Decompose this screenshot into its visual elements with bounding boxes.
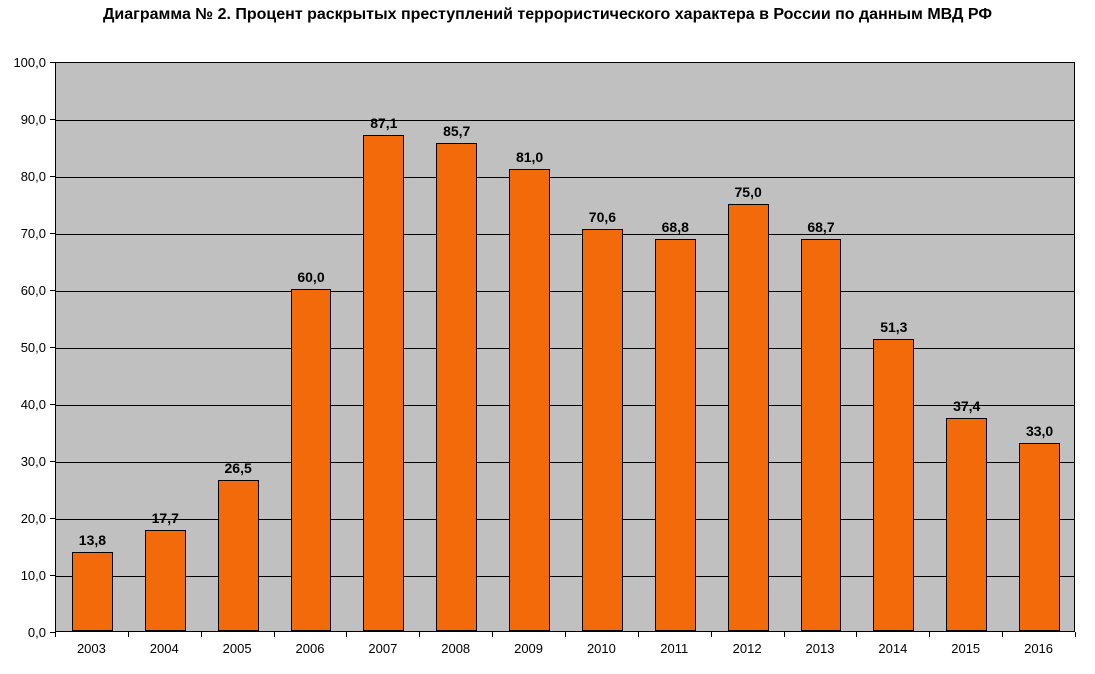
bar-value-label: 60,0 (275, 269, 348, 285)
gridline (56, 348, 1074, 349)
xtick-label: 2016 (1002, 641, 1075, 656)
bar (436, 143, 477, 631)
plot-area: 13,817,7 26,5 60,0 87,185,781,0 70,668,8 75,0… (55, 62, 1075, 632)
xtick-mark (638, 632, 639, 637)
ytick-mark (50, 518, 55, 519)
bar-value-label: 33,0 (1003, 423, 1076, 439)
xtick-mark (1075, 632, 1076, 637)
bar-value-label: 68,7 (785, 219, 858, 235)
bar-value-label: 17,7 (129, 510, 202, 526)
ytick-mark (50, 233, 55, 234)
xtick-label: 2012 (711, 641, 784, 656)
bar-value-label: 13,8 (56, 532, 129, 548)
xtick-mark (419, 632, 420, 637)
xtick-mark (201, 632, 202, 637)
bar-value-label: 81,0 (493, 149, 566, 165)
ytick-label: 20,0 (0, 511, 46, 526)
xtick-mark (55, 632, 56, 637)
ytick-label: 30,0 (0, 454, 46, 469)
bar (291, 289, 332, 631)
xtick-mark (711, 632, 712, 637)
ytick-label: 80,0 (0, 169, 46, 184)
xtick-mark (565, 632, 566, 637)
gridline (56, 519, 1074, 520)
ytick-mark (50, 62, 55, 63)
ytick-mark (50, 575, 55, 576)
bar-value-label: 70,6 (566, 209, 639, 225)
bar (801, 239, 842, 631)
bar-value-label: 51,3 (857, 319, 930, 335)
gridline (56, 120, 1074, 121)
ytick-mark (50, 347, 55, 348)
xtick-mark (128, 632, 129, 637)
ytick-label: 70,0 (0, 226, 46, 241)
xtick-label: 2009 (492, 641, 565, 656)
bar (1019, 443, 1060, 631)
ytick-label: 50,0 (0, 340, 46, 355)
bar (72, 552, 113, 631)
xtick-label: 2015 (929, 641, 1002, 656)
bar (509, 169, 550, 631)
ytick-label: 10,0 (0, 568, 46, 583)
xtick-mark (856, 632, 857, 637)
bar (873, 339, 914, 631)
xtick-mark (929, 632, 930, 637)
xtick-mark (274, 632, 275, 637)
bar (946, 418, 987, 631)
bar (363, 135, 404, 631)
bar (655, 239, 696, 631)
bar-chart: Диаграмма № 2. Процент раскрытых преступ… (0, 0, 1095, 674)
bar (218, 480, 259, 631)
xtick-mark (1002, 632, 1003, 637)
xtick-label: 2003 (55, 641, 128, 656)
xtick-label: 2010 (565, 641, 638, 656)
bar-value-label: 87,1 (347, 115, 420, 131)
bar (728, 204, 769, 632)
bar (145, 530, 186, 631)
xtick-label: 2006 (274, 641, 347, 656)
bar-value-label: 26,5 (202, 460, 275, 476)
bar (582, 229, 623, 631)
bar-value-label: 68,8 (639, 219, 712, 235)
gridline (56, 291, 1074, 292)
ytick-mark (50, 404, 55, 405)
ytick-label: 40,0 (0, 397, 46, 412)
ytick-mark (50, 290, 55, 291)
ytick-label: 100,0 (0, 55, 46, 70)
ytick-label: 90,0 (0, 112, 46, 127)
gridline (56, 177, 1074, 178)
ytick-label: 0,0 (0, 625, 46, 640)
ytick-label: 60,0 (0, 283, 46, 298)
xtick-label: 2004 (128, 641, 201, 656)
xtick-mark (492, 632, 493, 637)
ytick-mark (50, 461, 55, 462)
gridline (56, 234, 1074, 235)
bar-value-label: 85,7 (420, 123, 493, 139)
bar-value-label: 75,0 (712, 184, 785, 200)
xtick-label: 2014 (856, 641, 929, 656)
gridline (56, 405, 1074, 406)
bar-value-label: 37,4 (930, 398, 1003, 414)
xtick-label: 2011 (638, 641, 711, 656)
xtick-label: 2005 (201, 641, 274, 656)
gridline (56, 576, 1074, 577)
xtick-label: 2007 (346, 641, 419, 656)
ytick-mark (50, 176, 55, 177)
xtick-mark (784, 632, 785, 637)
chart-title: Диаграмма № 2. Процент раскрытых преступ… (0, 6, 1095, 24)
xtick-mark (346, 632, 347, 637)
xtick-label: 2013 (784, 641, 857, 656)
xtick-label: 2008 (419, 641, 492, 656)
ytick-mark (50, 119, 55, 120)
